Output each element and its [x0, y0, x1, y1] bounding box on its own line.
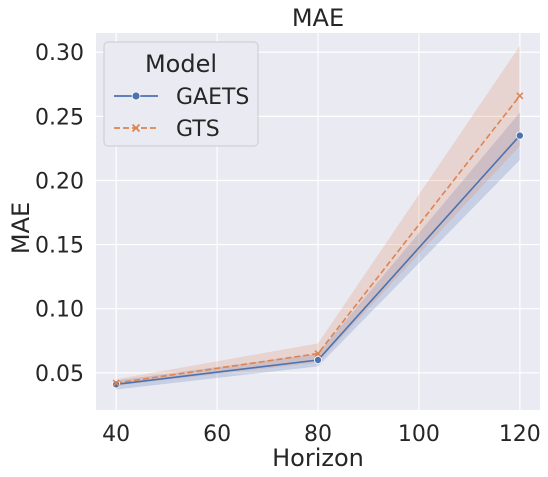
x-tick-label: 40 — [102, 422, 130, 447]
y-axis-label: MAE — [7, 202, 35, 254]
y-tick-label: 0.05 — [35, 362, 84, 387]
chart-title: MAE — [292, 4, 344, 32]
series-markers — [112, 92, 524, 389]
gts-point — [112, 379, 120, 387]
legend-item-gaets: GAETS — [114, 85, 249, 110]
gts-confidence-band — [116, 45, 520, 386]
legend-label-gts: GTS — [176, 117, 220, 142]
gts-point — [314, 350, 322, 358]
gaets-point — [112, 380, 121, 389]
y-tick-label: 0.25 — [35, 105, 84, 130]
legend-box — [103, 41, 259, 147]
legend-label-gaets: GAETS — [176, 85, 249, 110]
legend-marker-gts — [131, 123, 141, 133]
legend: Model GAETS GTS — [103, 41, 259, 147]
gaets-point — [515, 131, 524, 140]
gts-point — [516, 92, 524, 100]
grid-lines — [96, 33, 540, 410]
gaets-point — [313, 355, 322, 364]
x-tick-label: 120 — [499, 422, 541, 447]
x-tick-label: 60 — [203, 422, 231, 447]
y-tick-label: 0.30 — [35, 41, 84, 66]
confidence-bands — [116, 45, 520, 390]
legend-item-gts: GTS — [114, 117, 220, 142]
x-tick-label: 80 — [304, 422, 332, 447]
legend-title: Model — [145, 50, 217, 78]
y-tick-label: 0.10 — [35, 298, 84, 323]
legend-items: GAETS GTS — [114, 85, 249, 142]
x-tick-label: 100 — [398, 422, 440, 447]
y-tick-label: 0.15 — [35, 234, 84, 259]
tick-labels: 40 60 80 100 120 0.05 0.10 0.15 0.20 0.25 0.30 — [35, 41, 541, 447]
legend-marker-gaets — [131, 91, 141, 101]
y-tick-label: 0.20 — [35, 169, 84, 194]
x-axis-label: Horizon — [272, 444, 364, 472]
